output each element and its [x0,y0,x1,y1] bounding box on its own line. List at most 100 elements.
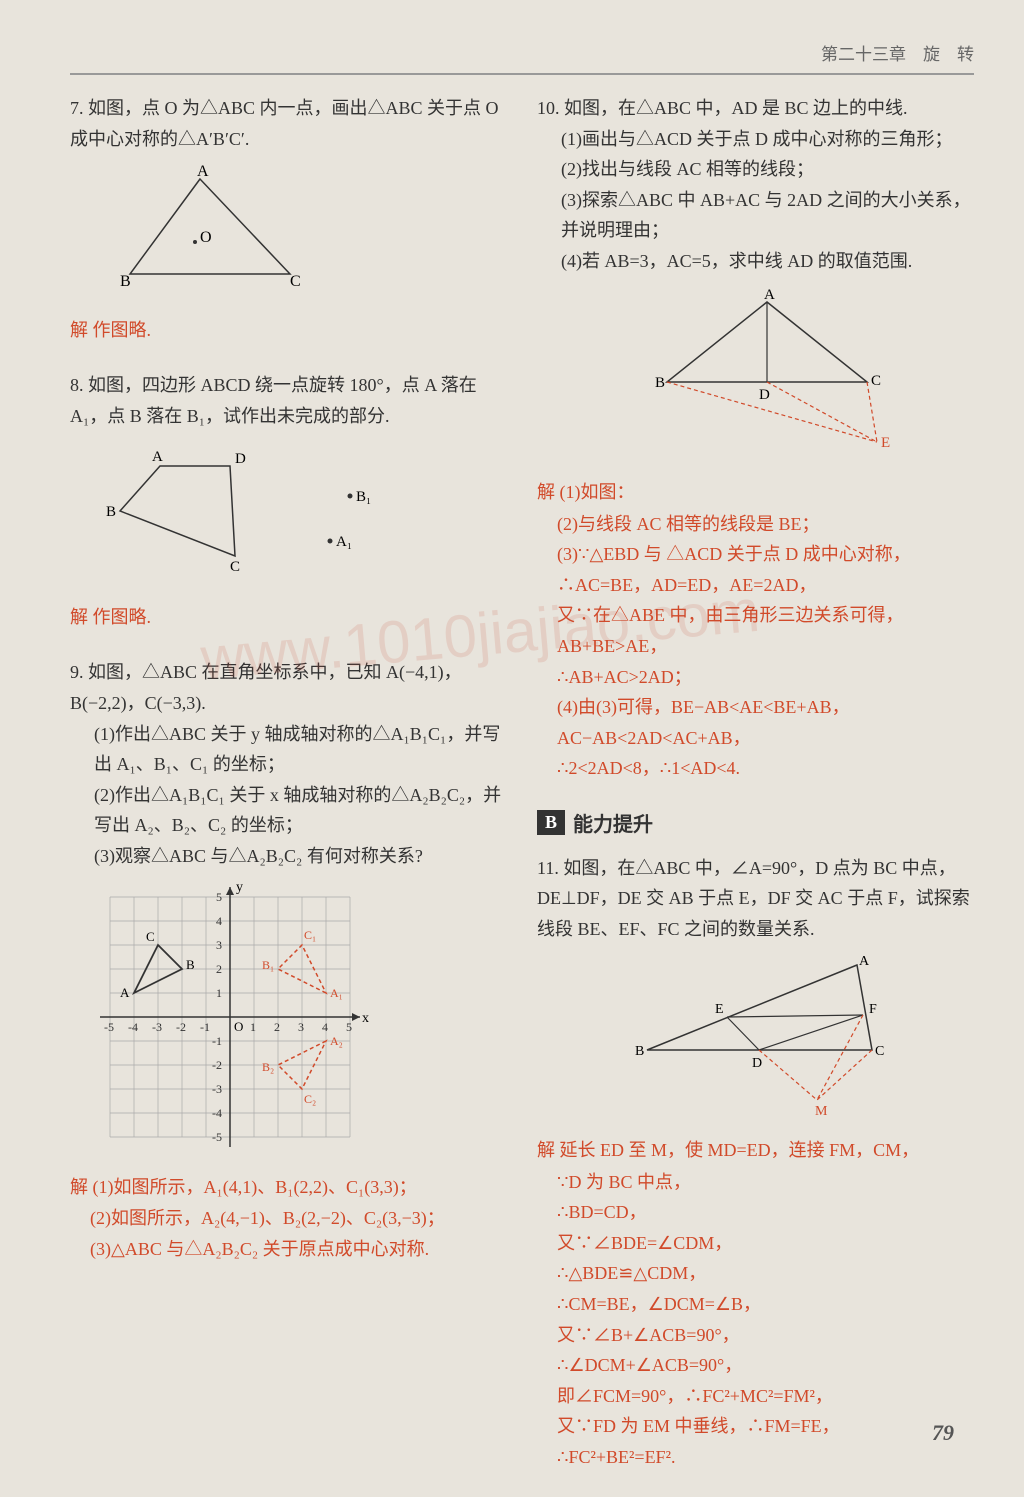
svg-text:F: F [869,1002,877,1017]
chapter-title: 第二十三章 旋 转 [821,45,974,64]
answer-label: 解 [70,1177,88,1197]
diagram-10: A B C D E [637,287,974,467]
svg-text:-2: -2 [176,1020,186,1034]
answer-line: 又∵FD 为 EM 中垂线，∴FM=FE， [537,1411,974,1442]
sub-item: (3)观察△ABC 与△A₂B₂C₂ 有何对称关系? [70,841,507,872]
svg-text:-5: -5 [212,1130,222,1144]
svg-text:x: x [362,1011,369,1026]
answer-line: (4)由(3)可得，BE−AB<AE<BE+AB， [537,692,974,723]
svg-text:C: C [871,373,881,389]
coordinate-grid: x y O -5-4-3 -2-1 123 45 543 21 -1-2-3 [90,882,507,1162]
diagram-11: A B C D E F M [627,955,974,1125]
svg-text:E: E [715,1002,724,1017]
answer-text: (1)如图所示，A₁(4,1)、B₁(2,2)、C₁(3,3)； [93,1177,417,1197]
answer-line: AB+BE>AE， [537,631,974,662]
sub-item: (2)找出与线段 AC 相等的线段； [537,154,974,185]
answer-8: 解 作图略. [70,601,507,633]
answer-text: 作图略. [93,320,152,340]
answer-10: 解 (1)如图： [537,476,974,508]
problem-11: 11. 如图，在△ABC 中，∠A=90°，D 点为 BC 中点，DE⊥DF，D… [537,853,974,1473]
svg-text:E: E [881,435,890,451]
svg-text:D: D [235,451,246,467]
problem-8: 8. 如图，四边形 ABCD 绕一点旋转 180°，点 A 落在 A₁，点 B … [70,370,507,633]
svg-text:B: B [655,375,665,391]
answer-line: 又∵∠BDE=∠CDM， [537,1228,974,1259]
problem-9: 9. 如图，△ABC 在直角坐标系中，已知 A(−4,1)，B(−2,2)，C(… [70,657,507,1264]
answer-11: 解 延长 ED 至 M，使 MD=ED，连接 FM，CM， [537,1134,974,1166]
section-header: B 能力提升 [537,808,974,837]
svg-text:-1: -1 [212,1034,222,1048]
svg-text:3: 3 [216,938,222,952]
sub-item: (2)作出△A₁B₁C₁ 关于 x 轴成轴对称的△A₂B₂C₂，并写出 A₂、B… [70,780,507,841]
answer-line: 又∵在△ABE 中，由三角形三边关系可得， [537,600,974,631]
triangle-abc-icon: A B C O [100,164,300,294]
svg-text:B: B [635,1044,644,1059]
sub-item: (4)若 AB=3，AC=5，求中线 AD 的取值范围. [537,246,974,277]
left-column: 7. 如图，点 O 为△ABC 内一点，画出△ABC 关于点 O 成中心对称的△… [70,93,507,1497]
svg-text:1: 1 [216,986,222,1000]
svg-text:C: C [290,273,300,290]
problem-7: 7. 如图，点 O 为△ABC 内一点，画出△ABC 关于点 O 成中心对称的△… [70,93,507,346]
answer-line: (3)△ABC 与△A₂B₂C₂ 关于原点成中心对称. [70,1234,507,1265]
svg-text:3: 3 [298,1020,304,1034]
svg-text:-1: -1 [200,1020,210,1034]
answer-line: 又∵∠B+∠ACB=90°， [537,1320,974,1351]
quadrilateral-icon: A D C B B₁ A₁ [100,441,420,581]
svg-text:2: 2 [216,962,222,976]
answer-line: (3)∵△EBD 与 △ACD 关于点 D 成中心对称，∴AC=BE，AD=ED… [537,539,974,600]
svg-text:-3: -3 [212,1082,222,1096]
problem-number: 11. [537,858,559,878]
problem-text: 如图，四边形 ABCD 绕一点旋转 180°，点 A 落在 A₁，点 B 落在 … [70,375,477,426]
answer-label: 解 [70,607,88,627]
svg-text:5: 5 [346,1020,352,1034]
problem-number: 8. [70,375,84,395]
problem-text: 如图，在△ABC 中，AD 是 BC 边上的中线. [564,98,908,118]
svg-text:4: 4 [216,914,222,928]
svg-text:B₁: B₁ [262,958,274,972]
grid-chart-icon: x y O -5-4-3 -2-1 123 45 543 21 -1-2-3 [90,882,370,1152]
svg-text:2: 2 [274,1020,280,1034]
triangle-median-icon: A B C D E [637,287,897,457]
svg-text:M: M [815,1104,828,1115]
svg-text:5: 5 [216,890,222,904]
svg-text:A: A [152,449,163,465]
problem-number: 9. [70,662,84,682]
svg-text:-4: -4 [212,1106,222,1120]
answer-text: (1)如图： [560,482,635,502]
svg-text:D: D [759,387,770,403]
svg-text:A₁: A₁ [336,534,352,550]
svg-text:A₁: A₁ [330,986,343,1000]
svg-text:B: B [186,957,195,972]
answer-line: ∴BD=CD， [537,1197,974,1228]
section-title: 能力提升 [573,808,653,837]
answer-line: ∴△BDE≌△CDM， [537,1258,974,1289]
answer-line: ∴AB+AC>2AD； [537,662,974,693]
answer-7: 解 作图略. [70,314,507,346]
svg-text:B: B [120,273,131,290]
problem-text: 如图，在△ABC 中，∠A=90°，D 点为 BC 中点，DE⊥DF，DE 交 … [537,858,970,939]
svg-text:B₂: B₂ [262,1060,274,1074]
sub-item: (1)画出与△ACD 关于点 D 成中心对称的三角形； [537,124,974,155]
diagram-8: A D C B B₁ A₁ [100,441,507,591]
svg-text:C: C [146,929,155,944]
svg-text:-5: -5 [104,1020,114,1034]
svg-text:O: O [200,229,212,246]
section-badge: B [537,810,565,835]
svg-text:C₁: C₁ [304,928,316,942]
answer-label: 解 [537,1140,555,1160]
svg-text:A: A [859,955,870,969]
problem-text: 如图，△ABC 在直角坐标系中，已知 A(−4,1)，B(−2,2)，C(−3,… [70,662,462,713]
svg-text:B₁: B₁ [356,489,371,505]
problem-text: 如图，点 O 为△ABC 内一点，画出△ABC 关于点 O 成中心对称的△A′B… [70,98,499,149]
chapter-header: 第二十三章 旋 转 [70,40,974,75]
svg-text:1: 1 [250,1020,256,1034]
svg-text:A: A [764,287,775,303]
answer-line: ∴CM=BE，∠DCM=∠B， [537,1289,974,1320]
svg-text:A: A [197,164,209,180]
answer-line: ∴∠DCM+∠ACB=90°， [537,1350,974,1381]
answer-line: ∵D 为 BC 中点， [537,1167,974,1198]
sub-item: (3)探索△ABC 中 AB+AC 与 2AD 之间的大小关系，并说明理由； [537,185,974,246]
sub-item: (1)作出△ABC 关于 y 轴成轴对称的△A₁B₁C₁，并写出 A₁、B₁、C… [70,719,507,780]
right-column: 10. 如图，在△ABC 中，AD 是 BC 边上的中线. (1)画出与△ACD… [537,93,974,1497]
answer-9: 解 (1)如图所示，A₁(4,1)、B₁(2,2)、C₁(3,3)； [70,1171,507,1203]
